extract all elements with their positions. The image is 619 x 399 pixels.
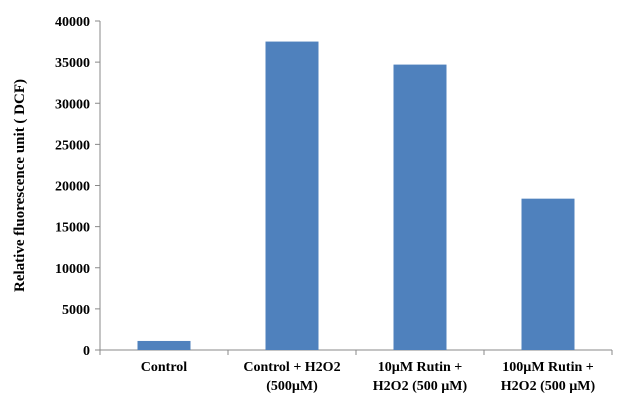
y-axis-title: Relative fluorescence unit ( DCF) — [12, 79, 28, 292]
y-tick-label: 30000 — [55, 97, 90, 112]
y-axis: 0 5000 10000 15000 20000 25000 30000 35000 40000 — [55, 15, 101, 359]
category-labels: Control Control + H2O2 (500µM) 10µM Rutin +… — [141, 360, 596, 394]
category-label: 10µM Rutin + H2O2 (500 µM) — [373, 360, 468, 394]
bar — [521, 198, 575, 350]
y-tick-label: 0 — [83, 344, 90, 359]
y-tick-label: 25000 — [55, 138, 90, 153]
y-tick-label: 15000 — [55, 221, 90, 236]
y-tick-label: 20000 — [55, 180, 90, 195]
y-tick-label: 10000 — [55, 262, 90, 277]
category-label: 100µM Rutin + H2O2 (500 µM) — [501, 360, 596, 394]
bar — [137, 340, 191, 350]
bar — [393, 64, 447, 350]
y-tick-label: 35000 — [55, 56, 90, 71]
bar-series — [137, 41, 575, 350]
x-axis — [99, 349, 613, 355]
category-label: Control + H2O2 (500µM) — [243, 360, 340, 394]
y-tick-label: 40000 — [55, 15, 90, 30]
bar — [265, 41, 319, 350]
category-label: Control — [141, 360, 188, 375]
y-tick-label: 5000 — [62, 303, 90, 318]
